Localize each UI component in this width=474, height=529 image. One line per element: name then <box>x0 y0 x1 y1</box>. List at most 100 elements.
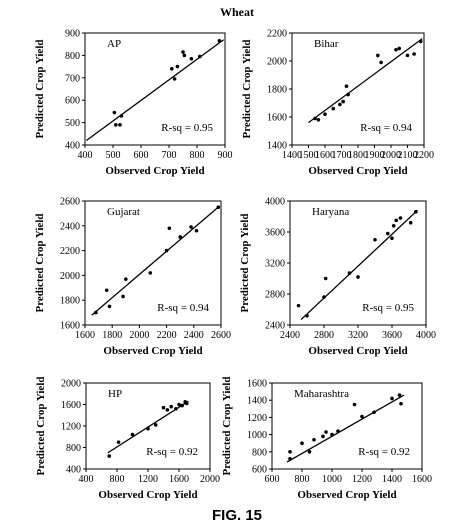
r-squared-label: R-sq = 0.95 <box>161 122 213 134</box>
data-point <box>177 402 181 407</box>
y-tick-label: 800 <box>252 447 267 458</box>
data-point <box>338 102 342 107</box>
x-tick-label: 800 <box>110 474 125 485</box>
data-point <box>331 106 336 111</box>
x-tick-label: 1200 <box>352 474 372 485</box>
data-point <box>379 60 383 65</box>
data-point <box>130 432 135 437</box>
data-point <box>300 441 304 446</box>
y-tick-label: 2800 <box>265 290 285 301</box>
y-tick-label: 1000 <box>247 430 267 441</box>
y-tick-label: 1800 <box>267 85 287 96</box>
y-tick-label: 2600 <box>60 197 80 208</box>
data-point <box>397 393 402 397</box>
data-point <box>178 235 182 239</box>
y-tick-label: 500 <box>65 118 80 129</box>
x-tick-label: 500 <box>106 150 121 161</box>
y-tick-label: 2200 <box>267 29 287 40</box>
x-axis-label: Observed Crop Yield <box>308 345 407 357</box>
y-tick-label: 2200 <box>60 246 80 257</box>
x-axis-label: Observed Crop Yield <box>98 489 197 501</box>
x-tick-label: 2600 <box>211 330 231 341</box>
data-point <box>360 414 364 419</box>
y-tick-label: 800 <box>65 51 80 62</box>
x-tick-label: 2200 <box>157 330 177 341</box>
data-point <box>336 429 340 433</box>
x-axis-label: Observed Crop Yield <box>105 165 204 177</box>
data-point <box>373 237 377 242</box>
data-point <box>394 218 399 223</box>
data-point <box>184 401 189 406</box>
x-tick-label: 1800 <box>102 330 122 341</box>
data-point <box>198 54 202 59</box>
data-point <box>341 99 345 104</box>
x-tick-label: 2000 <box>200 474 220 485</box>
x-tick-label: 3200 <box>348 330 368 341</box>
regression-line <box>91 205 221 316</box>
data-point <box>322 295 326 299</box>
panel-title: AP <box>107 38 121 50</box>
y-tick-label: 1400 <box>247 396 267 407</box>
data-point <box>114 123 118 127</box>
regression-line <box>308 38 423 124</box>
x-tick-label: 1400 <box>382 474 402 485</box>
data-point <box>180 403 184 408</box>
data-point <box>172 77 177 81</box>
panel-title: Maharashtra <box>294 388 349 400</box>
data-point <box>119 114 124 118</box>
y-tick-label: 800 <box>66 443 81 454</box>
data-point <box>296 303 301 308</box>
x-tick-label: 1400 <box>282 150 302 161</box>
data-point <box>164 248 169 253</box>
panel-title: Gujarat <box>107 206 140 218</box>
y-axis-label: Predicted Crop Yield <box>34 214 46 313</box>
r-squared-label: R-sq = 0.94 <box>157 302 209 314</box>
data-point <box>104 288 109 293</box>
y-tick-label: 1600 <box>247 379 267 390</box>
data-point <box>161 405 166 410</box>
y-tick-label: 1600 <box>60 321 80 332</box>
data-point <box>124 277 128 281</box>
data-point <box>288 456 292 461</box>
panel-title: Haryana <box>312 206 349 218</box>
data-point <box>397 46 402 51</box>
data-point <box>189 56 194 61</box>
y-tick-label: 1200 <box>247 413 267 424</box>
data-point <box>412 52 416 56</box>
data-point <box>372 410 376 415</box>
y-tick-label: 700 <box>65 73 80 84</box>
data-point <box>146 426 150 431</box>
x-tick-label: 2400 <box>280 330 300 341</box>
x-tick-label: 2800 <box>314 330 334 341</box>
data-point <box>288 450 292 454</box>
x-tick-label: 1600 <box>75 330 95 341</box>
chart-panel-3: 1600 1800 2000 2200 2400 2600 1600 1800 2000 2200… <box>34 197 231 358</box>
x-tick-label: 1500 <box>299 150 319 161</box>
x-tick-label: 600 <box>265 474 280 485</box>
x-tick-label: 1800 <box>348 150 368 161</box>
y-tick-label: 2000 <box>61 379 81 390</box>
chart-panel-2: 1400150016001700180019002000210022001400… <box>241 29 434 178</box>
y-tick-label: 400 <box>66 465 81 476</box>
data-point <box>174 407 178 411</box>
y-tick-label: 400 <box>65 141 80 152</box>
data-point <box>189 225 193 229</box>
data-point <box>376 53 380 58</box>
data-point <box>390 396 394 401</box>
y-tick-label: 600 <box>65 96 80 107</box>
x-tick-label: 1600 <box>412 474 432 485</box>
data-point <box>346 92 350 97</box>
panel-title: HP <box>108 388 122 400</box>
x-tick-label: 1200 <box>138 474 158 485</box>
data-point <box>405 53 410 58</box>
x-tick-label: 1700 <box>332 150 352 161</box>
r-squared-label: R-sq = 0.94 <box>360 122 412 134</box>
data-point <box>418 39 423 44</box>
data-point <box>165 408 170 412</box>
data-point <box>118 123 122 127</box>
data-point <box>398 216 403 220</box>
x-axis-label: Observed Crop Yield <box>103 345 202 357</box>
data-point <box>394 48 398 52</box>
chart-panel-1: 400 500 600 700 800 900 400 500 600 700 800 900 AP R-… <box>34 29 233 178</box>
y-tick-label: 900 <box>65 29 80 40</box>
